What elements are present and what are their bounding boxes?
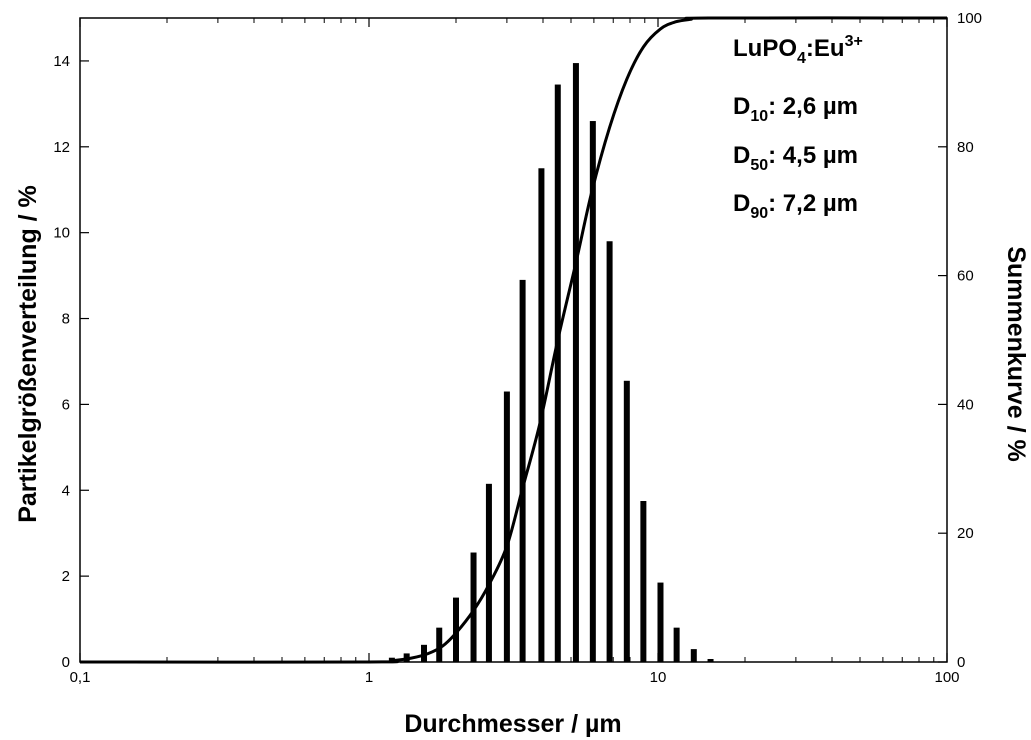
annotation-main: D	[733, 142, 750, 169]
y2-tick-label: 100	[957, 10, 982, 27]
annotation-main: D	[733, 93, 750, 120]
annotation-superscript: 3+	[845, 33, 863, 50]
annotation-subscript: 50	[750, 157, 768, 174]
annotation-text: : 4,5 µm	[768, 142, 858, 169]
y-tick-label: 0	[62, 654, 70, 671]
annotation-main: D	[733, 190, 750, 217]
bar	[519, 279, 526, 662]
y2-tick-label: 20	[957, 525, 974, 542]
y-tick-label: 8	[62, 311, 70, 328]
bar	[436, 627, 443, 662]
bar	[485, 483, 492, 662]
y-tick-label: 14	[53, 53, 70, 70]
bar	[690, 649, 697, 662]
y-tick-label: 10	[53, 225, 70, 242]
annotation-line: D10: 2,6 µm	[733, 93, 858, 125]
x-tick-label: 0,1	[70, 669, 91, 686]
bar	[452, 597, 459, 662]
bar	[589, 121, 596, 663]
y2-tick-label: 80	[957, 139, 974, 156]
bar	[657, 582, 664, 662]
cumulative-curve-line	[79, 16, 948, 664]
axes-layer	[79, 17, 948, 663]
y2-tick-label: 60	[957, 268, 974, 285]
cumulative-curve-layer	[79, 16, 948, 664]
y2-tick-label: 0	[957, 654, 965, 671]
bar	[640, 501, 647, 662]
bars-layer	[388, 63, 714, 663]
annotation-text: : 2,6 µm	[768, 93, 858, 120]
y2-tick-label: 40	[957, 396, 974, 413]
plot-frame	[79, 17, 948, 663]
annotation-line: LuPO4:Eu3+	[733, 33, 863, 67]
annotation-line: D90: 7,2 µm	[733, 190, 858, 222]
x-axis-title: Durchmesser / µm	[404, 710, 621, 738]
bar	[572, 63, 579, 662]
y-tick-label: 4	[62, 482, 70, 499]
bar	[707, 658, 714, 662]
annotation-line: D50: 4,5 µm	[733, 142, 858, 174]
bar	[673, 627, 680, 662]
y2-axis-title: Summenkurve / %	[1002, 246, 1030, 461]
y-tick-label: 12	[53, 139, 70, 156]
bar	[606, 241, 613, 662]
annotation-main: LuPO	[733, 35, 797, 62]
bar	[470, 552, 477, 662]
y-tick-label: 2	[62, 568, 70, 585]
bar	[623, 380, 630, 662]
y-tick-label: 6	[62, 396, 70, 413]
bar	[421, 644, 428, 662]
annotation-subscript: 4	[797, 50, 806, 67]
annotation-subscript: 90	[750, 205, 768, 222]
x-tick-label: 10	[650, 669, 667, 686]
y-axis-title: Partikelgrößenverteilung / %	[14, 185, 42, 523]
annotation-subscript: 10	[750, 108, 768, 125]
bar	[503, 391, 510, 662]
x-tick-label: 1	[365, 669, 373, 686]
annotation-text: : 7,2 µm	[768, 190, 858, 217]
bar	[554, 84, 561, 662]
annotation-text: :Eu	[806, 35, 845, 62]
x-tick-label: 100	[934, 669, 959, 686]
